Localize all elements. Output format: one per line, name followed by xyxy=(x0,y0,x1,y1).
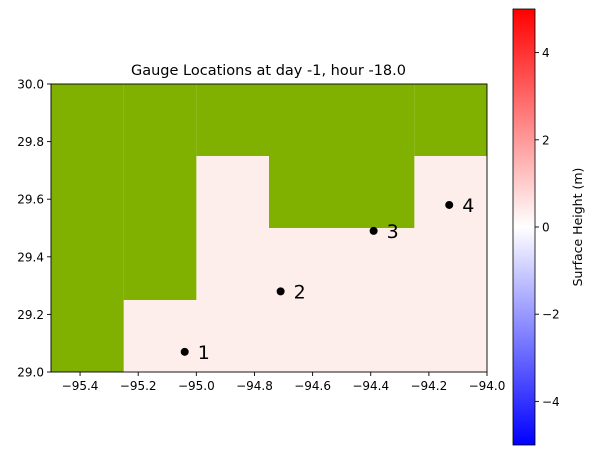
y-tick-label: 29.0 xyxy=(17,366,44,380)
colorbar-gradient xyxy=(512,8,536,446)
y-tick-label: 29.2 xyxy=(17,308,44,322)
x-tick-label: −95.2 xyxy=(120,379,157,393)
gauge-point xyxy=(369,226,378,235)
x-tick-label: −94.4 xyxy=(352,379,389,393)
colorbar-tick-label: 2 xyxy=(542,133,550,147)
colorbar-label: Surface Height (m) xyxy=(570,168,585,287)
gauge-point xyxy=(180,347,189,356)
axes: −95.4 −95.2 −95.0 −94.8 −94.6 −94.4 −94.2 −94.0… xyxy=(17,78,505,394)
plot-frame xyxy=(50,83,488,373)
gauge-point xyxy=(276,287,285,296)
gauge-label: 4 xyxy=(462,195,474,217)
colorbar-tick-label: −2 xyxy=(542,308,560,322)
map-plot-area xyxy=(51,84,487,372)
colorbar-tick-label: −4 xyxy=(542,395,560,409)
y-tick-label: 30.0 xyxy=(17,78,44,92)
x-tick-label: −95.0 xyxy=(178,379,215,393)
y-tick-label: 29.8 xyxy=(17,135,44,149)
x-tick-label: −94.2 xyxy=(410,379,447,393)
land-cell xyxy=(51,84,124,372)
gauge-label: 2 xyxy=(294,281,306,303)
gauge-label: 1 xyxy=(198,342,210,364)
gauge-label: 3 xyxy=(387,221,399,243)
gauge-markers: 1 2 3 4 xyxy=(180,195,474,364)
y-tick-label: 29.4 xyxy=(17,250,44,264)
land-cell xyxy=(269,84,415,228)
land-cell xyxy=(196,84,269,156)
x-tick-label: −94.6 xyxy=(294,379,331,393)
gauge-point xyxy=(445,200,454,209)
land-cell xyxy=(123,84,197,300)
colorbar-tick-label: 4 xyxy=(542,46,550,60)
x-tick-label: −94.8 xyxy=(236,379,273,393)
x-tick-label: −95.4 xyxy=(62,379,99,393)
y-tick-label: 29.6 xyxy=(17,193,44,207)
land-cell xyxy=(414,84,487,156)
chart-title: Gauge Locations at day -1, hour -18.0 xyxy=(131,63,406,79)
colorbar-ticks: 4 2 0 −2 −4 xyxy=(535,46,560,409)
colorbar-tick-label: 0 xyxy=(542,221,550,235)
colorbar: 4 2 0 −2 −4 Surface Height (m) xyxy=(512,8,585,446)
x-tick-label: −94.0 xyxy=(469,379,506,393)
